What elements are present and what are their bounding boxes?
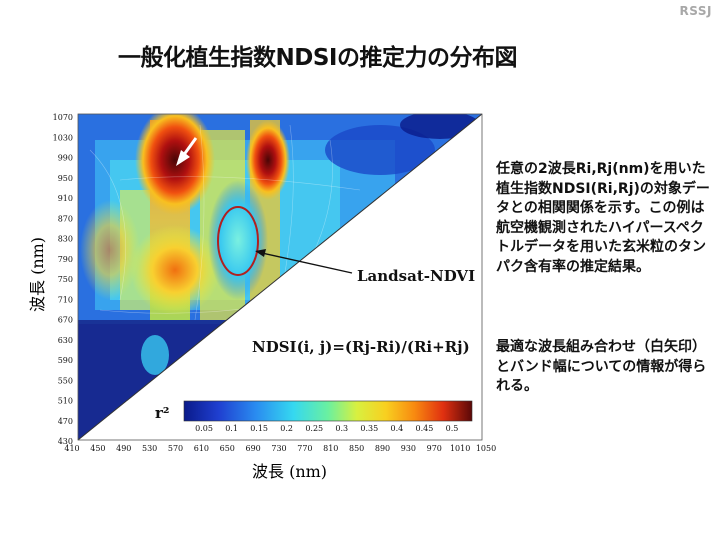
x-tick-label: 610 — [194, 444, 209, 453]
y-tick-label: 430 — [58, 437, 73, 446]
x-tick-label: 850 — [349, 444, 364, 453]
plot-frame — [77, 113, 483, 441]
colorbar-tick-label: 0.5 — [446, 424, 459, 433]
optimum-arrow — [176, 137, 198, 166]
description-paragraph-2: 最適な波長組み合わせ（白矢印）とバンド幅についての情報が得られる。 — [496, 339, 707, 394]
x-tick-label: 1050 — [476, 444, 496, 453]
colorbar-tick-label: 0.25 — [305, 424, 323, 433]
colorbar-tick-label: 0.45 — [416, 424, 434, 433]
y-tick-label: 950 — [58, 174, 73, 183]
y-tick-label: 470 — [58, 417, 73, 426]
y-tick-label: 670 — [58, 316, 73, 325]
x-tick-label: 650 — [220, 444, 235, 453]
brand-label: RSSJ — [679, 4, 712, 18]
x-tick-label: 690 — [245, 444, 260, 453]
description-paragraph-1: 任意の2波長Ri,Rj(nm)を用いた植生指数NDSI(Ri,Rj)の対象データ… — [496, 161, 710, 275]
x-tick-label: 450 — [90, 444, 105, 453]
x-tick-label: 530 — [142, 444, 157, 453]
landsat-marker-ellipse — [217, 206, 259, 276]
x-tick-label: 770 — [297, 444, 312, 453]
y-tick-label: 590 — [58, 356, 73, 365]
y-tick-label: 830 — [58, 235, 73, 244]
colorbar-label: r² — [155, 404, 169, 422]
y-axis-label: 波長 (nm) — [28, 236, 47, 312]
colorbar-tick-label: 0.05 — [195, 424, 213, 433]
y-tick-label: 1030 — [53, 133, 73, 142]
landsat-arrow — [255, 249, 353, 274]
x-tick-label: 730 — [271, 444, 286, 453]
colorbar-tick-label: 0.15 — [250, 424, 268, 433]
x-tick-label: 810 — [323, 444, 338, 453]
colorbar-tick-label: 0.2 — [280, 424, 293, 433]
y-tick-label: 710 — [58, 295, 73, 304]
x-axis-label: 波長 (nm) — [252, 462, 328, 481]
slide-title: 一般化植生指数NDSIの推定力の分布図 — [118, 45, 517, 71]
y-tick-label: 1070 — [53, 113, 73, 122]
y-tick-label: 910 — [58, 194, 73, 203]
y-tick-label: 790 — [58, 255, 73, 264]
landsat-ndvi-label: Landsat-NDVI — [357, 267, 475, 285]
x-tick-label: 490 — [116, 444, 131, 453]
x-tick-label: 570 — [168, 444, 183, 453]
y-tick-label: 990 — [58, 154, 73, 163]
x-tick-label: 970 — [427, 444, 442, 453]
colorbar-tick-label: 0.1 — [225, 424, 238, 433]
colorbar-tick-label: 0.3 — [335, 424, 348, 433]
x-tick-label: 890 — [375, 444, 390, 453]
colorbar — [183, 400, 473, 422]
y-tick-label: 510 — [58, 397, 73, 406]
colorbar-tick-label: 0.4 — [391, 424, 404, 433]
y-tick-label: 550 — [58, 376, 73, 385]
x-tick-label: 410 — [64, 444, 79, 453]
y-tick-label: 630 — [58, 336, 73, 345]
x-tick-label: 1010 — [450, 444, 470, 453]
y-tick-label: 750 — [58, 275, 73, 284]
diagonal-line — [77, 113, 483, 441]
y-tick-label: 870 — [58, 214, 73, 223]
x-tick-label: 930 — [401, 444, 416, 453]
colorbar-tick-label: 0.35 — [360, 424, 378, 433]
ndsi-formula: NDSI(i, j)=(Rj-Ri)/(Ri+Rj) — [252, 338, 470, 356]
